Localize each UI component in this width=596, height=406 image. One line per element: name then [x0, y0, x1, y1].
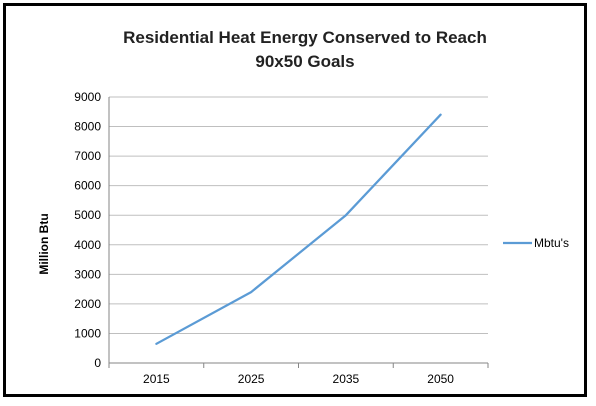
y-tick-label-7000: 7000 — [74, 149, 101, 163]
legend-label: Mbtu's — [534, 236, 569, 250]
series-line-0 — [155, 113, 442, 345]
series-lines — [155, 113, 442, 345]
y-tick-label-2000: 2000 — [74, 297, 101, 311]
axes — [108, 97, 489, 368]
y-tick-label-3000: 3000 — [74, 267, 101, 281]
y-tick-label-4000: 4000 — [74, 238, 101, 252]
chart-frame — [3, 3, 587, 397]
chart-title: Residential Heat Energy Conserved to Rea… — [123, 28, 487, 47]
chart-subtitle: 90x50 Goals — [255, 52, 354, 71]
y-tick-label-0: 0 — [94, 356, 101, 370]
x-tick-label-2050: 2050 — [427, 372, 454, 386]
x-tick-label-2035: 2035 — [333, 372, 360, 386]
x-tick-label-2025: 2025 — [238, 372, 265, 386]
y-tick-label-9000: 9000 — [74, 90, 101, 104]
y-tick-label-6000: 6000 — [74, 179, 101, 193]
y-axis-label: Million Btu — [37, 213, 51, 274]
y-tick-label-8000: 8000 — [74, 120, 101, 134]
y-tick-label-5000: 5000 — [74, 208, 101, 222]
x-tick-labels: 2015 2025 2035 2050 — [143, 372, 454, 386]
y-tick-label-1000: 1000 — [74, 326, 101, 340]
y-tick-labels: 0 1000 2000 3000 4000 5000 6000 7000 8000 9000 — [74, 90, 101, 370]
x-tick-label-2015: 2015 — [143, 372, 170, 386]
legend: Mbtu's — [503, 236, 569, 250]
gridlines — [109, 96, 488, 334]
